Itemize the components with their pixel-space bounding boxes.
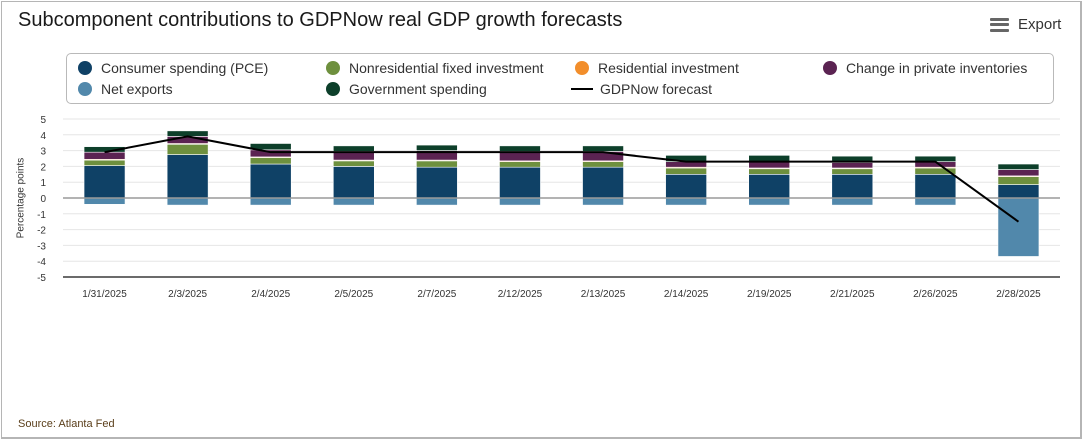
legend-marker-forecast-line [571,88,593,90]
bar-segment-net_exports [748,197,791,206]
legend-marker-residential [575,61,589,75]
x-tick-label: 2/4/2025 [251,289,290,300]
x-tick-label: 2/5/2025 [334,289,373,300]
y-tick-label: -1 [37,210,46,221]
bar-segment-nonres [332,160,375,167]
y-tick-label: 0 [40,194,46,205]
legend: Consumer spending (PCE) Nonresidential f… [66,53,1054,104]
legend-marker-government [326,82,340,96]
legend-label-nonres: Nonresidential fixed investment [349,60,544,76]
y-tick-label: 4 [40,131,46,142]
bar-segment-nonres [831,168,874,175]
bar-segment-pce [83,165,126,199]
bar-segment-pce [166,154,209,199]
chart-title: Subcomponent contributions to GDPNow rea… [18,9,623,31]
export-label: Export [1018,16,1062,33]
bar-segment-inventories [249,149,292,158]
bar-segment-net_exports [249,197,292,206]
legend-label-pce: Consumer spending (PCE) [101,60,269,76]
bar-segment-nonres [416,160,458,168]
y-tick-label: 5 [40,115,46,126]
legend-item-gdpnow-forecast[interactable]: GDPNow forecast [571,81,712,97]
bar-segment-pce [914,174,957,199]
bar-segment-net_exports [499,197,541,206]
bar-segment-pce [332,166,375,199]
gdpnow-forecast-line [104,135,1020,223]
bar-segment-pce [249,163,292,199]
legend-marker-inventories [823,61,837,75]
legend-marker-net-exports [78,82,92,96]
legend-label-net-exports: Net exports [101,81,173,97]
legend-item-net-exports[interactable]: Net exports [78,81,173,97]
export-button[interactable]: Export [990,16,1061,33]
x-tick-label: 2/21/2025 [830,289,875,300]
legend-item-residential[interactable]: Residential investment [575,60,739,76]
y-tick-label: -2 [37,226,46,237]
hamburger-menu-icon [990,17,1009,32]
bar-segment-net_exports [332,197,375,206]
bar-segment-pce [416,166,458,199]
bar-segment-net_exports [665,197,707,206]
x-tick-label: 2/13/2025 [581,289,626,300]
y-tick-label: 2 [40,162,46,173]
legend-label-forecast: GDPNow forecast [600,81,713,97]
legend-label-inventories: Change in private inventories [846,60,1028,76]
bar-segment-pce [499,166,541,199]
x-tick-label: 2/26/2025 [913,289,958,300]
x-tick-label: 2/12/2025 [498,289,543,300]
source-credit: Source: Atlanta Fed [18,418,115,430]
x-tick-label: 2/7/2025 [417,289,456,300]
bar-segment-inventories [831,162,874,169]
legend-label-government: Government spending [349,81,487,97]
y-tick-label: 1 [40,178,46,189]
bar-segment-government [332,145,375,152]
x-tick-label: 2/3/2025 [168,289,207,300]
y-tick-label: 3 [40,147,46,158]
bar-segment-pce [748,174,791,199]
bar-segment-nonres [83,159,126,166]
x-tick-label: 2/28/2025 [996,289,1041,300]
bar-segment-nonres [499,161,541,168]
legend-item-government[interactable]: Government spending [326,81,487,97]
bar-segment-net_exports [831,197,874,206]
bar-segment-nonres [582,161,624,168]
bar-segment-pce [665,174,707,199]
bar-segment-government [249,143,292,151]
bar-segment-pce [997,184,1040,199]
legend-item-inventories[interactable]: Change in private inventories [823,60,1027,76]
bar-segment-nonres [748,168,791,175]
bar-segment-net_exports [997,197,1040,257]
legend-marker-pce [78,61,92,75]
legend-marker-nonres [326,61,340,75]
y-tick-label: -5 [37,273,46,284]
legend-label-residential: Residential investment [598,60,739,76]
bar-segment-pce [831,174,874,199]
x-tick-label: 2/19/2025 [747,289,792,300]
bar-segment-nonres [665,167,707,175]
bar-segment-nonres [166,143,209,155]
bar-segment-government [499,145,541,152]
bar-segment-inventories [83,151,126,160]
bar-segment-net_exports [83,197,126,205]
bar-segment-government [582,145,624,152]
y-tick-label: -4 [37,257,46,268]
legend-item-nonres[interactable]: Nonresidential fixed investment [326,60,544,76]
bar-segment-pce [582,166,624,199]
x-tick-label: 1/31/2025 [82,289,127,300]
legend-item-pce[interactable]: Consumer spending (PCE) [78,60,268,76]
bar-segment-nonres [249,157,292,165]
bar-segment-nonres [997,176,1040,185]
x-tick-label: 2/14/2025 [664,289,709,300]
bar-segment-inventories [997,169,1040,177]
y-tick-label: -3 [37,241,46,252]
bar-segment-government [416,144,458,151]
bar-segment-net_exports [582,197,624,206]
bar-segment-net_exports [914,197,957,206]
bar-segment-net_exports [166,197,209,206]
bar-segment-government [997,163,1040,170]
bar-segment-net_exports [416,197,458,206]
